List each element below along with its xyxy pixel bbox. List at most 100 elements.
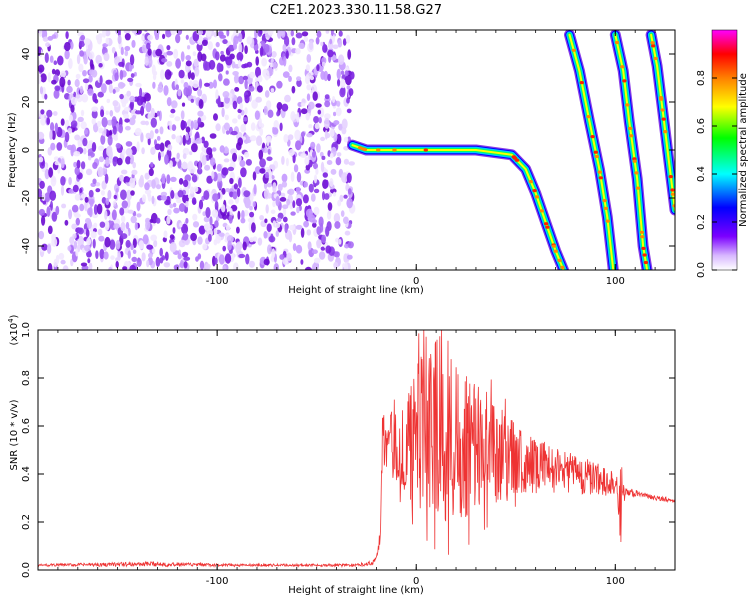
track-0-hotspot (528, 180, 533, 184)
noise-blob (193, 186, 199, 193)
noise-blob (101, 117, 108, 128)
track-3-hotspot (661, 117, 666, 121)
noise-blob (249, 193, 254, 201)
noise-blob (272, 200, 276, 208)
noise-blob (49, 129, 53, 141)
noise-blob (337, 199, 342, 207)
colorbar-label: Normalized spectral amplitude (738, 73, 749, 227)
noise-blob (309, 75, 315, 81)
noise-blob (256, 85, 263, 93)
noise-blob (225, 188, 231, 192)
spectrogram-y-tick-label-3: -20 (21, 190, 32, 206)
noise-blob (76, 54, 81, 65)
noise-blob (91, 142, 97, 152)
noise-blob (119, 69, 124, 80)
noise-blob (345, 34, 351, 44)
noise-blob (136, 258, 142, 267)
noise-blob (271, 51, 277, 58)
track-1-hotspot (598, 176, 603, 180)
snr-x-axis: -100 0 100 (37, 330, 676, 587)
noise-blob (249, 205, 253, 211)
noise-blob (306, 133, 313, 138)
noise-blob (104, 220, 110, 231)
noise-blob (281, 155, 285, 165)
noise-blob (198, 160, 202, 171)
noise-blob (329, 128, 335, 137)
noise-blob (348, 88, 354, 97)
noise-blob (336, 152, 342, 157)
track-3-hotspot (650, 41, 655, 45)
noise-blob (46, 244, 52, 254)
noise-blob (61, 203, 67, 209)
noise-blob (79, 203, 85, 212)
track-0-hotspot (545, 225, 550, 229)
noise-blob (270, 233, 274, 243)
noise-blob (39, 180, 45, 189)
noise-blob (201, 114, 207, 121)
noise-blob (221, 204, 226, 213)
noise-blob (60, 118, 65, 126)
track-3-hotspot (659, 97, 664, 101)
noise-blob (53, 60, 58, 65)
noise-blob (295, 186, 301, 194)
noise-blob (275, 195, 280, 207)
noise-blob (191, 143, 198, 153)
noise-blob (86, 251, 92, 258)
noise-blob (238, 32, 243, 43)
noise-blob (38, 64, 45, 73)
spectrogram-x-tick-label-2: 100 (606, 276, 625, 287)
noise-blob (227, 240, 232, 251)
noise-blob (55, 205, 60, 216)
snr-y-axis: 0.0 0.2 0.4 0.6 0.8 1.0 (21, 322, 675, 578)
noise-blob (230, 130, 238, 136)
noise-blob (210, 157, 216, 166)
noise-blob (115, 142, 122, 149)
noise-blob (87, 147, 94, 156)
noise-blob (272, 182, 277, 193)
noise-blob (124, 118, 130, 123)
noise-blob (169, 160, 173, 169)
noise-blob (80, 161, 86, 170)
noise-blob (58, 252, 65, 260)
noise-blob (98, 127, 104, 134)
noise-blob (243, 190, 251, 198)
track-1-hotspot (571, 48, 576, 52)
noise-blob (322, 172, 328, 178)
noise-blob (53, 89, 60, 99)
track-1-hotspot (603, 206, 609, 210)
noise-blob (116, 157, 123, 166)
noise-blob (64, 219, 69, 226)
track-2-hotspot (632, 159, 637, 163)
noise-blob (115, 239, 121, 250)
noise-blob (306, 84, 312, 91)
snr-x-tick-label-0: -100 (206, 576, 229, 587)
noise-blob (303, 36, 309, 42)
noise-blob (254, 110, 260, 120)
noise-blob (327, 49, 334, 58)
noise-blob (162, 33, 166, 40)
noise-blob (66, 144, 74, 151)
noise-blob (113, 204, 119, 209)
noise-blob (303, 181, 309, 188)
noise-blob (59, 76, 66, 88)
noise-blob (46, 206, 51, 218)
noise-blob (249, 71, 256, 79)
noise-blob (295, 32, 303, 39)
noise-blob (106, 146, 112, 157)
noise-blob (247, 217, 254, 223)
noise-blob (249, 135, 257, 142)
noise-blob (237, 210, 241, 220)
noise-blob (125, 148, 133, 157)
noise-blob (139, 174, 144, 186)
noise-blob (141, 35, 145, 41)
noise-blob (125, 141, 133, 147)
noise-blob (203, 60, 208, 71)
noise-blob (232, 71, 239, 76)
noise-blob (311, 262, 319, 270)
noise-blob (126, 90, 131, 97)
noise-blob (38, 131, 45, 140)
noise-blob (276, 110, 280, 117)
noise-blob (280, 192, 286, 198)
noise-blob (93, 222, 98, 229)
noise-blob (121, 169, 128, 175)
